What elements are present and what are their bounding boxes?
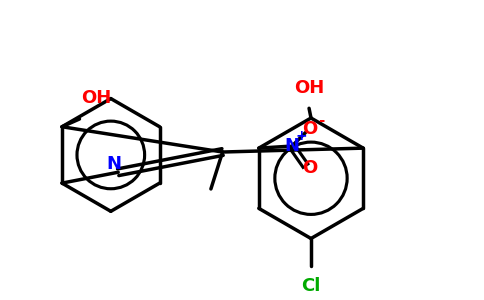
Text: OH: OH: [294, 79, 324, 97]
Text: OH: OH: [81, 89, 112, 107]
Text: Cl: Cl: [302, 278, 321, 296]
Text: N: N: [285, 137, 300, 155]
Text: O: O: [302, 159, 317, 177]
Text: +: +: [296, 130, 307, 143]
Text: N: N: [107, 155, 122, 173]
Text: O: O: [302, 120, 317, 138]
Text: -: -: [318, 113, 324, 128]
